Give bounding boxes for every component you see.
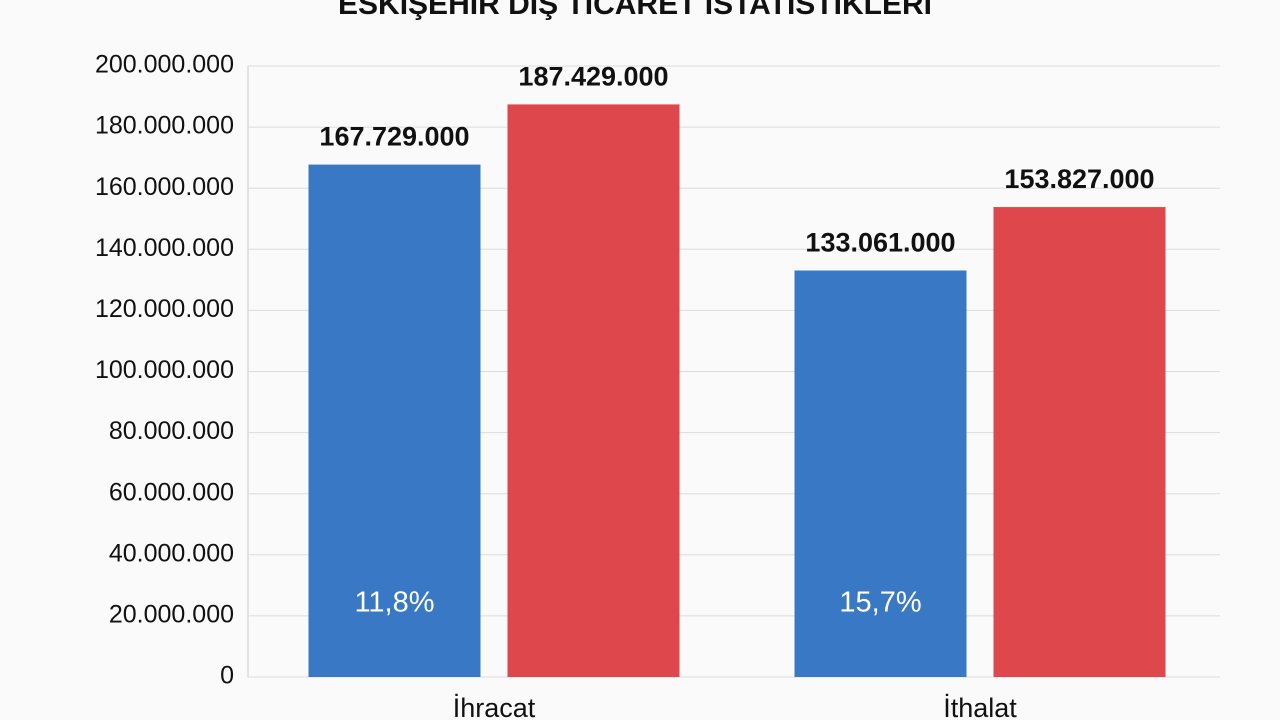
y-tick-label: 120.000.000 [95, 295, 234, 323]
value-label: 153.827.000 [1004, 164, 1154, 194]
y-tick-label: 180.000.000 [95, 112, 234, 140]
y-tick-label: 140.000.000 [95, 234, 234, 262]
bar [794, 270, 967, 677]
y-tick-label: 20.000.000 [109, 601, 234, 629]
value-label: 187.429.000 [518, 62, 668, 92]
bar [507, 104, 680, 677]
y-tick-label: 0 [220, 662, 234, 690]
y-tick-label: 100.000.000 [95, 356, 234, 384]
annotation: 15,7% [839, 587, 921, 619]
chart-title: ESKİŞEHİR DIŞ TİCARET İSTATİSTİKLERİ [338, 0, 932, 21]
annotation: 11,8% [354, 587, 434, 619]
x-tick-label: İhracat [453, 692, 536, 720]
value-label: 167.729.000 [319, 122, 469, 152]
x-tick-label: İthalat [943, 692, 1017, 720]
value-label: 133.061.000 [805, 228, 955, 258]
y-tick-label: 80.000.000 [109, 417, 234, 445]
y-tick-label: 60.000.000 [109, 478, 234, 506]
y-tick-label: 200.000.000 [95, 51, 234, 79]
y-tick-label: 160.000.000 [95, 173, 234, 201]
y-tick-label: 40.000.000 [109, 539, 234, 567]
bar [308, 164, 481, 678]
bar [993, 207, 1166, 677]
